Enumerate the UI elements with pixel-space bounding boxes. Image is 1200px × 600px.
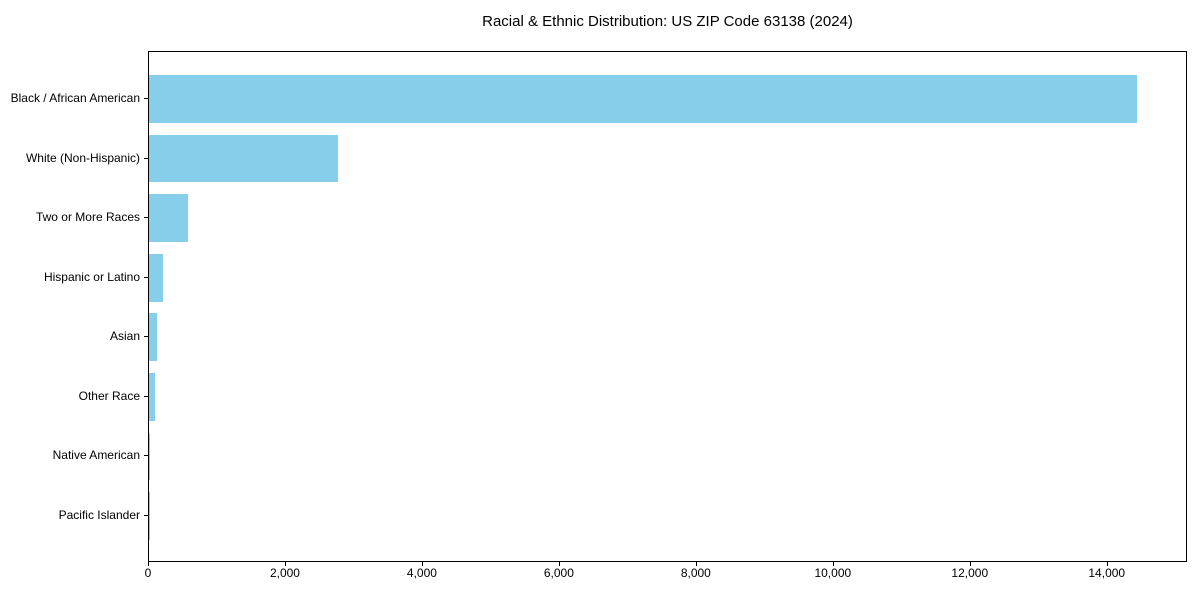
y-tick-label-hispanic-or-latino: Hispanic or Latino: [43, 269, 140, 284]
bar-asian: [149, 313, 157, 362]
y-tick-label-asian: Asian: [109, 329, 140, 344]
y-tick-label-other-race: Other Race: [78, 388, 140, 403]
chart-title: Racial & Ethnic Distribution: US ZIP Cod…: [482, 13, 853, 30]
x-tick-mark: [421, 562, 423, 566]
bar-other-race: [149, 373, 155, 421]
y-tick-mark: [144, 336, 148, 338]
x-tick-mark: [148, 562, 149, 566]
x-tick-mark: [284, 562, 286, 566]
y-tick-mark: [144, 157, 148, 159]
y-tick-mark: [144, 98, 148, 100]
bar-hispanic-or-latino: [149, 253, 164, 302]
bar-native-american: [149, 432, 151, 481]
y-tick-label-two-or-more-races: Two or More Races: [35, 210, 140, 225]
y-tick-mark: [144, 217, 148, 219]
bar-two-or-more-races: [149, 194, 189, 242]
bar-white-non-hispanic: [149, 134, 338, 183]
x-tick-label-14000: 14,000: [1088, 566, 1126, 580]
x-tick-label-2000: 2,000: [269, 566, 300, 580]
plot-area: [148, 51, 1187, 562]
x-tick-mark: [1106, 562, 1108, 566]
y-tick-label-native-american: Native American: [52, 448, 140, 463]
x-tick-label-12000: 12,000: [951, 566, 989, 580]
y-tick-label-pacific-islander: Pacific Islander: [58, 507, 140, 522]
x-tick-label-8000: 8,000: [680, 566, 711, 580]
x-tick-mark: [969, 562, 971, 566]
x-tick-mark: [695, 562, 697, 566]
x-tick-label-6000: 6,000: [543, 566, 574, 580]
y-tick-mark: [144, 276, 148, 278]
x-tick-mark: [558, 562, 560, 566]
bar-black-african-american: [149, 75, 1137, 123]
x-tick-label-10000: 10,000: [814, 566, 852, 580]
x-tick-mark: [832, 562, 834, 566]
y-tick-mark: [144, 395, 148, 397]
x-tick-label-0: 0: [144, 566, 152, 580]
x-tick-label-4000: 4,000: [406, 566, 437, 580]
y-tick-label-black-african-american: Black / African American: [10, 91, 140, 106]
y-tick-mark: [144, 514, 148, 516]
y-tick-label-white-non-hispanic: White (Non-Hispanic): [25, 150, 140, 165]
y-tick-mark: [144, 455, 148, 457]
bar-pacific-islander: [149, 492, 150, 540]
